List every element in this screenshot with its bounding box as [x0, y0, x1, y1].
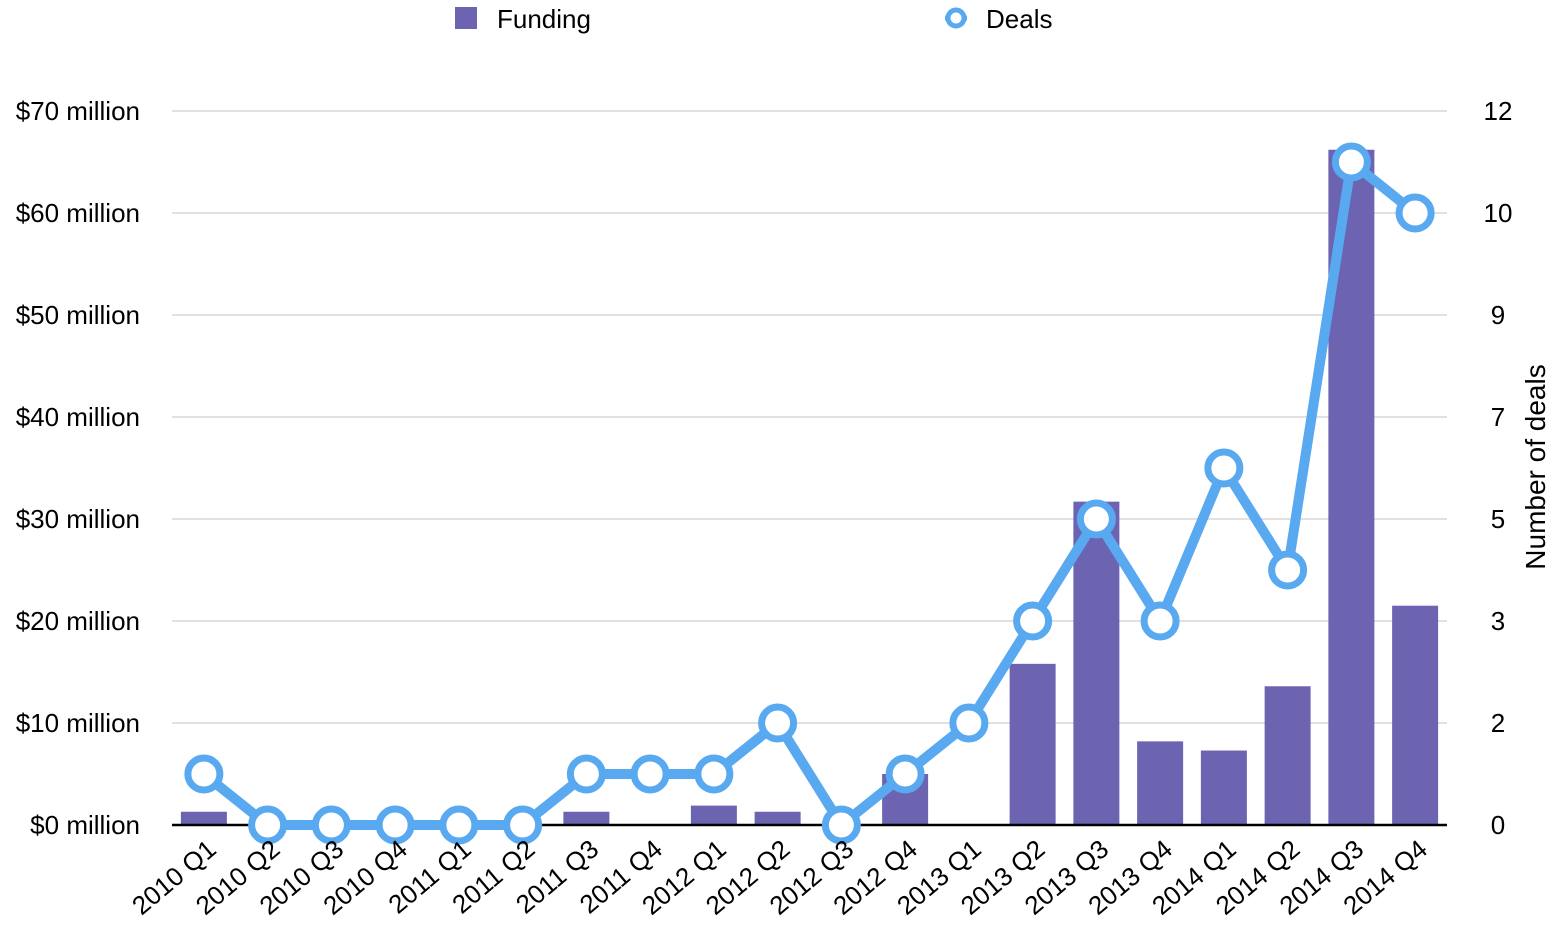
left-tick-label: $70 million: [16, 96, 140, 126]
left-tick-label: $50 million: [16, 300, 140, 330]
deals-point: [758, 703, 798, 743]
legend-marker-deals: [945, 7, 967, 29]
legend-label-funding: Funding: [497, 4, 591, 34]
deals-point: [311, 805, 351, 845]
deals-point: [694, 754, 734, 794]
deals-point: [375, 805, 415, 845]
left-tick-label: $10 million: [16, 708, 140, 738]
left-tick-label: $40 million: [16, 402, 140, 432]
right-tick-label: 12: [1484, 96, 1513, 126]
funding-bar: [180, 811, 227, 825]
deals-point: [439, 805, 479, 845]
funding-bar: [1137, 741, 1184, 825]
right-tick-label: 0: [1491, 810, 1505, 840]
right-tick-label: 2: [1491, 708, 1505, 738]
deals-line-path: [198, 157, 1421, 830]
left-tick-label: $30 million: [16, 504, 140, 534]
deals-point: [1013, 601, 1053, 641]
legend: Funding Deals: [455, 4, 1052, 34]
deals-point: [1268, 550, 1308, 590]
deals-point: [821, 805, 861, 845]
deals-point: [1140, 601, 1180, 641]
left-tick-label: $60 million: [16, 198, 140, 228]
deals-point: [885, 754, 925, 794]
deals-point: [248, 805, 288, 845]
funding-bar: [563, 811, 610, 825]
deals-point: [1076, 499, 1116, 539]
funding-bar: [1200, 750, 1247, 825]
deals-point: [949, 703, 989, 743]
deals-point: [184, 754, 224, 794]
right-tick-label: 10: [1484, 198, 1513, 228]
funding-bar: [1392, 605, 1439, 825]
gridlines: [172, 110, 1447, 724]
funding-bar: [754, 811, 801, 825]
right-tick-label: 9: [1491, 300, 1505, 330]
right-tick-label: 3: [1491, 606, 1505, 636]
deals-point: [1331, 142, 1371, 182]
deals-point: [630, 754, 670, 794]
deals-point: [566, 754, 606, 794]
right-tick-label: 5: [1491, 504, 1505, 534]
right-axis-title: Number of deals: [1520, 364, 1551, 569]
legend-label-deals: Deals: [986, 4, 1052, 34]
funding-bar: [1264, 686, 1311, 825]
funding-bar: [1073, 501, 1120, 825]
deals-line: [184, 142, 1435, 845]
deals-point: [503, 805, 543, 845]
right-tick-label: 7: [1491, 402, 1505, 432]
legend-swatch-funding: [455, 7, 477, 29]
funding-bar: [1009, 663, 1056, 825]
funding-bars: [180, 149, 1439, 825]
funding-bar: [690, 805, 737, 825]
deals-point: [1204, 448, 1244, 488]
left-tick-label: $20 million: [16, 606, 140, 636]
deals-point: [1395, 193, 1435, 233]
left-tick-label: $0 million: [30, 810, 140, 840]
